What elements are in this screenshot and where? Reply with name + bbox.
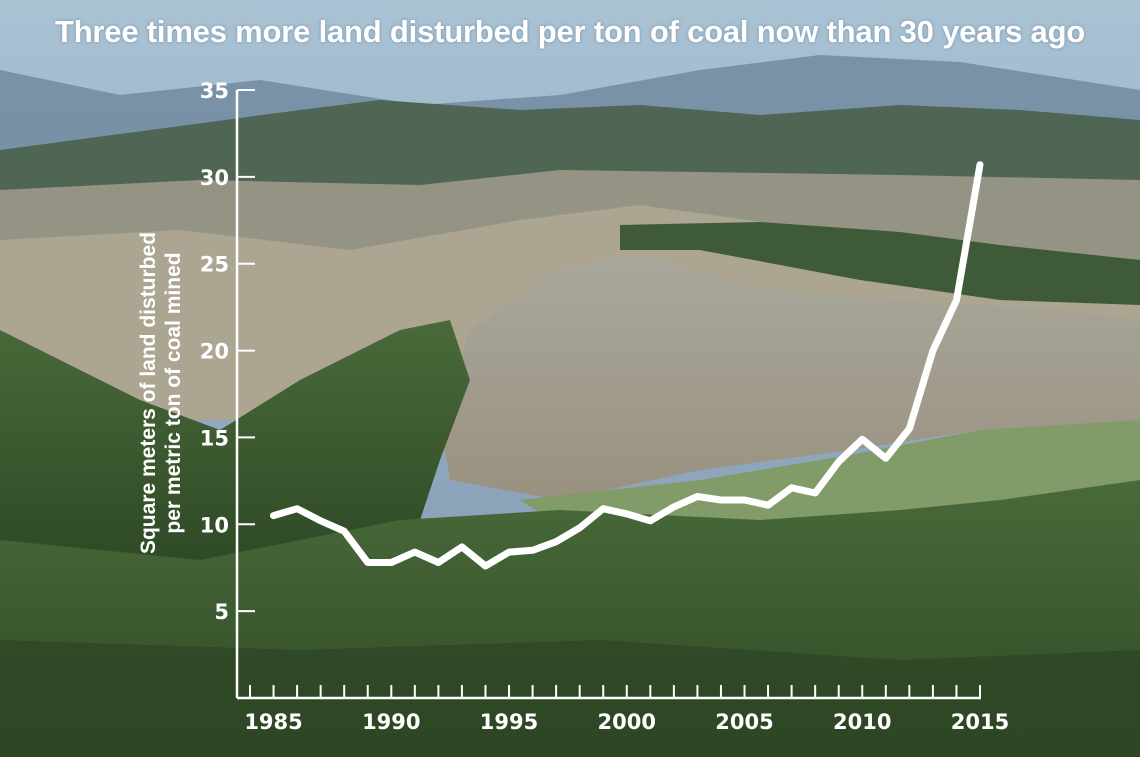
axis-ticks [237,89,981,698]
x-tick-label: 2005 [715,710,773,734]
x-tick-label: 2010 [833,710,891,734]
y-tick-label: 5 [214,600,229,624]
axes [235,90,981,700]
y-tick-label: 35 [200,79,229,103]
y-tick-label: 25 [200,253,229,277]
x-tick-label: 1990 [362,710,420,734]
y-tick-label: 20 [200,340,229,364]
x-tick-label: 1985 [244,710,302,734]
y-tick-label: 30 [200,166,229,190]
chart-title: Three times more land disturbed per ton … [54,14,1086,49]
y-tick-label: 15 [200,426,229,450]
x-tick-label: 1995 [480,710,538,734]
tick-labels: 5 10 15 20 25 30 35 1985 1990 1995 2000 2005 2010 201… [200,79,1009,734]
x-tick-label: 2015 [951,710,1009,734]
x-tick-label: 2000 [598,710,656,734]
y-tick-label: 10 [200,513,229,537]
data-line [270,161,984,570]
